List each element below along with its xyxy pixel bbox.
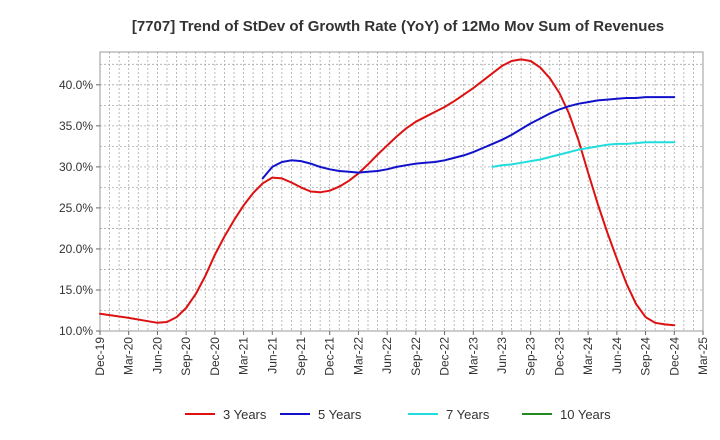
- x-tick-label: Sep-23: [524, 337, 538, 376]
- x-tick-label: Jun-21: [265, 337, 279, 374]
- x-tick-label: Mar-22: [351, 337, 365, 375]
- x-tick-label: Mar-24: [581, 337, 595, 375]
- series-line-3-years: [99, 58, 676, 327]
- x-tick-label: Sep-20: [179, 337, 193, 376]
- legend-label: 5 Years: [318, 407, 362, 422]
- x-tick-label: Dec-23: [552, 337, 566, 376]
- x-tick-label: Jun-22: [380, 337, 394, 374]
- legend-label: 10 Years: [560, 407, 611, 422]
- x-axis: Dec-19 Mar-20 Jun-20 Sep-20 Dec-20 Mar-21 Jun-…: [93, 331, 710, 376]
- y-tick-label: 30.0%: [59, 160, 93, 174]
- plot-frame: [99, 51, 704, 332]
- x-tick-label: Jun-24: [610, 337, 624, 374]
- y-tick-label: 35.0%: [59, 119, 93, 133]
- x-tick-label: Dec-21: [323, 337, 337, 376]
- y-tick-label: 40.0%: [59, 78, 93, 92]
- series-line-7-years: [491, 141, 676, 168]
- x-tick-label: Sep-24: [639, 337, 653, 376]
- x-tick-label: Jun-20: [150, 337, 164, 374]
- x-tick-label: Mar-21: [237, 337, 251, 375]
- x-tick-label: Mar-23: [466, 337, 480, 375]
- y-axis: 10.0% 15.0% 20.0% 25.0% 30.0% 35.0% 40.0%: [59, 78, 100, 338]
- y-tick-label: 15.0%: [59, 283, 93, 297]
- series-line-5-years: [261, 96, 676, 180]
- x-tick-label: Jun-23: [495, 337, 509, 374]
- x-tick-label: Sep-21: [294, 337, 308, 376]
- grid: [100, 52, 703, 331]
- x-tick-label: Sep-22: [409, 337, 423, 376]
- y-tick-label: 10.0%: [59, 324, 93, 338]
- x-tick-label: Dec-24: [667, 337, 681, 376]
- legend: 3 Years 5 Years 7 Years 10 Years: [185, 407, 611, 422]
- y-tick-label: 20.0%: [59, 242, 93, 256]
- chart-title: [7707] Trend of StDev of Growth Rate (Yo…: [132, 18, 664, 35]
- series-layer: [99, 58, 676, 327]
- legend-label: 7 Years: [446, 407, 490, 422]
- x-tick-label: Dec-19: [93, 337, 107, 376]
- legend-label: 3 Years: [223, 407, 267, 422]
- y-tick-label: 25.0%: [59, 201, 93, 215]
- x-tick-label: Dec-20: [208, 337, 222, 376]
- x-tick-label: Mar-20: [122, 337, 136, 375]
- x-tick-label: Mar-25: [696, 337, 710, 375]
- x-tick-label: Dec-22: [438, 337, 452, 376]
